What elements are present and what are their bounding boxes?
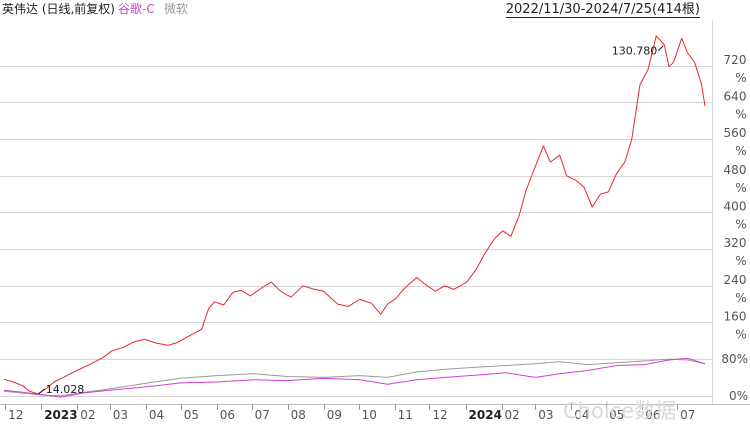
y-tick-unit: %	[735, 181, 746, 195]
x-tick-label: 05	[184, 408, 199, 422]
watermark: Choice数据	[563, 399, 677, 423]
x-tick-label: 08	[291, 408, 306, 422]
x-tick-label: 04	[574, 408, 589, 422]
x-tick-label: 03	[113, 408, 128, 422]
series-label-nvidia[interactable]: 英伟达 (日线,前复权)	[2, 2, 115, 16]
y-tick-unit: %	[735, 71, 746, 85]
y-tick-unit: %	[735, 291, 746, 305]
y-tick-unit: %	[735, 327, 746, 341]
y-tick-label: 720	[724, 53, 747, 67]
x-tick-label: 06	[220, 408, 235, 422]
x-tick-label: 2024	[469, 408, 502, 422]
series-line-microsoft	[3, 358, 706, 397]
y-tick-label: 160	[724, 309, 747, 323]
y-tick-label: 400	[724, 199, 747, 213]
x-tick-label: 07	[680, 408, 695, 422]
y-tick-label: 320	[724, 236, 747, 250]
series-line-nvidia	[3, 35, 706, 395]
date-range-selector[interactable]: 2022/11/30-2024/7/25(414根)	[505, 2, 700, 18]
x-tick-label: 11	[398, 408, 413, 422]
x-tick-label: 2023	[44, 408, 77, 422]
y-tick-unit: %	[735, 217, 746, 231]
x-tick-label: 09	[327, 408, 342, 422]
x-tick-label: 02	[505, 408, 520, 422]
annotation-arrow	[657, 45, 664, 52]
series-label-microsoft[interactable]: 微软	[164, 2, 189, 16]
chart-header: 英伟达 (日线,前复权) 谷歌-C 微软 2022/11/30-2024/7/2…	[0, 0, 750, 20]
y-tick-label: 640	[724, 89, 747, 103]
y-tick-label: 0%	[729, 389, 748, 403]
x-tick-label: 12	[8, 408, 23, 422]
x-tick-label: 12	[432, 408, 447, 422]
y-tick-unit: %	[735, 254, 746, 268]
annotation-high-label: 130.780	[612, 45, 658, 58]
y-tick-label: 240	[724, 273, 747, 287]
y-tick-label: 480	[724, 163, 747, 177]
x-tick-label: 02	[80, 408, 95, 422]
series-line-google	[3, 357, 706, 398]
y-tick-label: 80%	[721, 352, 748, 366]
y-tick-unit: %	[735, 107, 746, 121]
series-label-google[interactable]: 谷歌-C	[118, 2, 155, 16]
y-tick-unit: %	[735, 144, 746, 158]
x-tick-label: 04	[149, 408, 164, 422]
x-tick-label: 05	[609, 408, 624, 422]
annotation-arrow	[38, 388, 46, 395]
y-tick-label: 560	[724, 126, 747, 140]
x-tick-label: 03	[538, 408, 553, 422]
x-tick-label: 10	[362, 408, 377, 422]
x-tick-label: 07	[255, 408, 270, 422]
x-tick-label: 06	[645, 408, 660, 422]
annotation-low-label: 14.028	[46, 383, 85, 396]
